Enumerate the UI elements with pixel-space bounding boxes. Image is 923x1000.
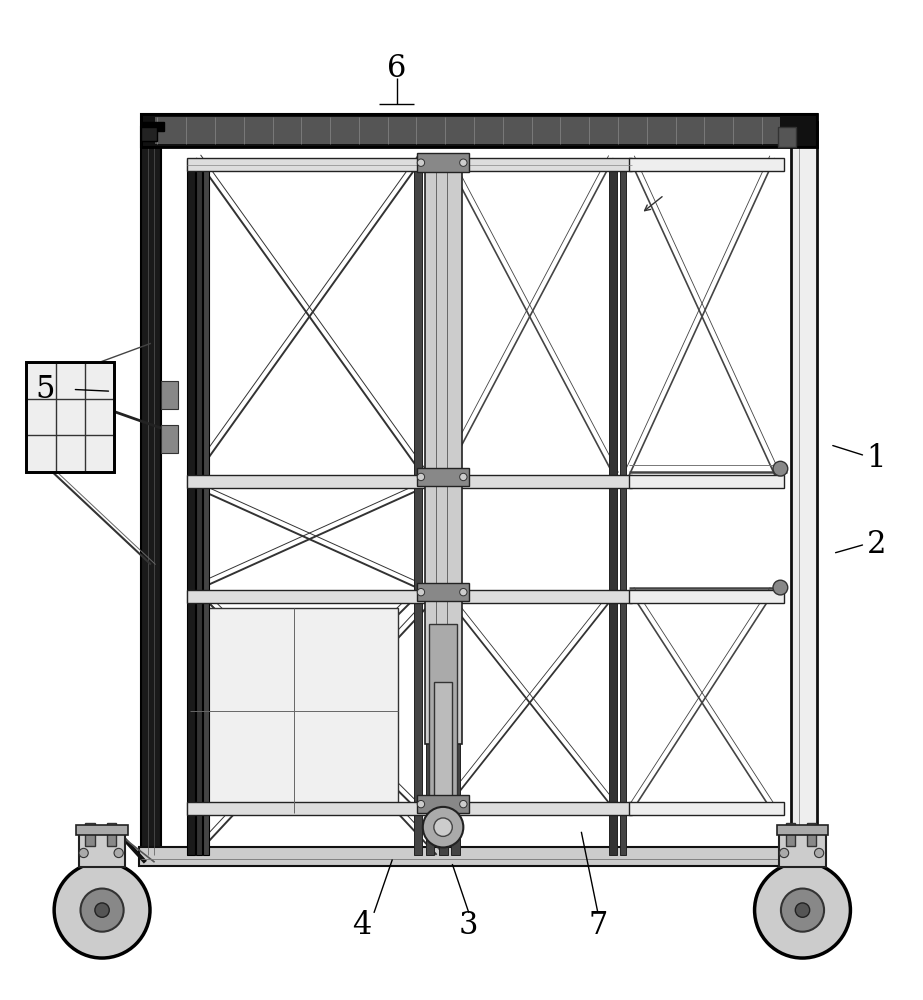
Circle shape bbox=[773, 461, 787, 476]
Circle shape bbox=[460, 473, 467, 481]
Circle shape bbox=[54, 862, 150, 958]
Bar bbox=[429, 624, 457, 809]
Bar bbox=[426, 160, 434, 855]
Bar bbox=[417, 583, 469, 601]
Text: 3: 3 bbox=[459, 910, 479, 941]
Text: 6: 6 bbox=[388, 53, 407, 84]
Bar bbox=[27, 362, 114, 472]
Bar bbox=[77, 825, 128, 835]
Bar bbox=[186, 590, 632, 603]
Circle shape bbox=[796, 903, 809, 917]
Bar bbox=[785, 823, 795, 846]
Bar bbox=[417, 795, 469, 813]
Bar bbox=[417, 468, 469, 486]
Bar bbox=[141, 127, 161, 855]
Bar bbox=[86, 823, 95, 846]
Bar bbox=[629, 475, 784, 488]
Bar bbox=[414, 160, 422, 855]
Bar bbox=[196, 160, 201, 855]
Circle shape bbox=[460, 159, 467, 166]
Bar bbox=[141, 127, 157, 141]
Circle shape bbox=[95, 903, 109, 917]
Bar bbox=[186, 158, 632, 171]
Bar bbox=[141, 114, 817, 147]
Bar bbox=[186, 802, 632, 815]
Bar bbox=[79, 830, 126, 867]
Circle shape bbox=[814, 848, 823, 858]
Circle shape bbox=[417, 800, 425, 808]
Circle shape bbox=[781, 889, 824, 932]
Text: 5: 5 bbox=[35, 374, 54, 405]
Bar bbox=[27, 362, 114, 472]
Bar bbox=[186, 475, 632, 488]
Bar bbox=[189, 608, 398, 813]
Circle shape bbox=[755, 862, 850, 958]
Circle shape bbox=[779, 848, 788, 858]
Circle shape bbox=[460, 588, 467, 596]
Bar bbox=[107, 823, 116, 846]
Bar bbox=[139, 847, 820, 866]
Bar bbox=[777, 127, 796, 147]
Bar bbox=[425, 156, 462, 744]
Circle shape bbox=[417, 473, 425, 481]
Circle shape bbox=[417, 159, 425, 166]
Text: 2: 2 bbox=[867, 529, 886, 560]
Circle shape bbox=[460, 800, 467, 808]
Bar bbox=[629, 802, 784, 815]
Bar bbox=[186, 160, 195, 855]
Text: 1: 1 bbox=[867, 443, 886, 474]
Circle shape bbox=[423, 807, 463, 847]
Bar bbox=[451, 160, 460, 855]
Bar bbox=[629, 158, 784, 171]
Circle shape bbox=[79, 848, 89, 858]
Bar bbox=[620, 160, 626, 855]
Bar bbox=[417, 153, 469, 172]
Bar bbox=[161, 381, 177, 409]
Bar bbox=[609, 160, 617, 855]
Circle shape bbox=[80, 889, 124, 932]
Bar bbox=[776, 825, 828, 835]
Bar bbox=[779, 830, 825, 867]
Bar bbox=[629, 590, 784, 603]
Text: 7: 7 bbox=[588, 910, 607, 941]
Circle shape bbox=[773, 580, 787, 595]
Bar bbox=[807, 823, 816, 846]
Bar bbox=[155, 117, 780, 144]
Text: 4: 4 bbox=[353, 910, 372, 941]
Bar bbox=[791, 122, 817, 859]
Circle shape bbox=[114, 848, 124, 858]
Bar bbox=[141, 122, 163, 131]
Bar bbox=[141, 114, 817, 147]
Bar bbox=[434, 682, 452, 820]
Bar bbox=[161, 425, 177, 453]
Bar bbox=[203, 160, 209, 855]
Circle shape bbox=[417, 588, 425, 596]
Bar bbox=[439, 160, 448, 855]
Circle shape bbox=[434, 818, 452, 836]
